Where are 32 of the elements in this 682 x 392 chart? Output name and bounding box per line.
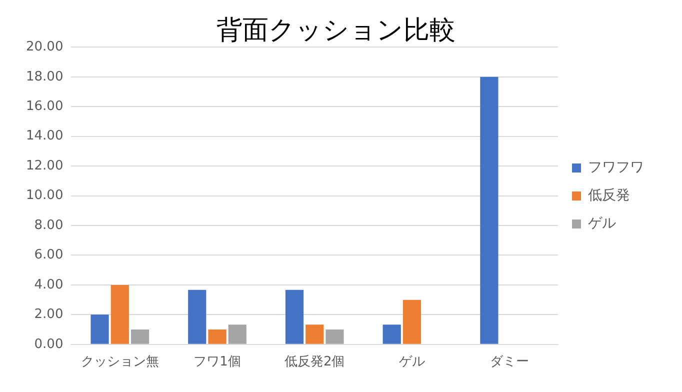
bar	[110, 284, 129, 344]
y-tick-label: 4.00	[34, 277, 64, 292]
bar	[130, 330, 150, 344]
x-tick-label: ゲル	[398, 354, 425, 370]
y-tick-label: 20.00	[26, 40, 64, 55]
y-tick-label: 10.00	[26, 188, 64, 204]
y-tick-label: 18.00	[26, 69, 64, 84]
y-tick-label: 16.00	[26, 99, 64, 114]
chart-title: 背面クッション比較	[216, 15, 456, 46]
bar	[285, 290, 304, 344]
bar	[382, 324, 401, 344]
y-tick-label: 8.00	[34, 218, 64, 233]
y-tick-label: 6.00	[34, 248, 64, 263]
legend-label: ゲル	[588, 216, 616, 232]
bar	[228, 324, 246, 344]
bar	[208, 330, 226, 344]
legend-label: フワフワ	[588, 160, 644, 176]
x-tick-label: 低反発2個	[284, 354, 345, 370]
y-tick-label: 12.00	[26, 158, 64, 174]
bar	[90, 314, 109, 344]
y-tick-label: 2.00	[34, 307, 64, 322]
x-tick-label: クッション無	[80, 354, 159, 370]
bar	[480, 76, 498, 344]
bar	[188, 290, 206, 344]
bar	[326, 330, 344, 344]
y-tick-label: 0.00	[34, 336, 64, 352]
bar	[306, 324, 324, 344]
bar	[402, 300, 422, 344]
x-tick-label: フワ1個	[194, 354, 241, 370]
legend-label: 低反発	[588, 188, 630, 204]
y-tick-label: 14.00	[26, 128, 64, 144]
x-tick-label: ダミー	[490, 354, 529, 370]
